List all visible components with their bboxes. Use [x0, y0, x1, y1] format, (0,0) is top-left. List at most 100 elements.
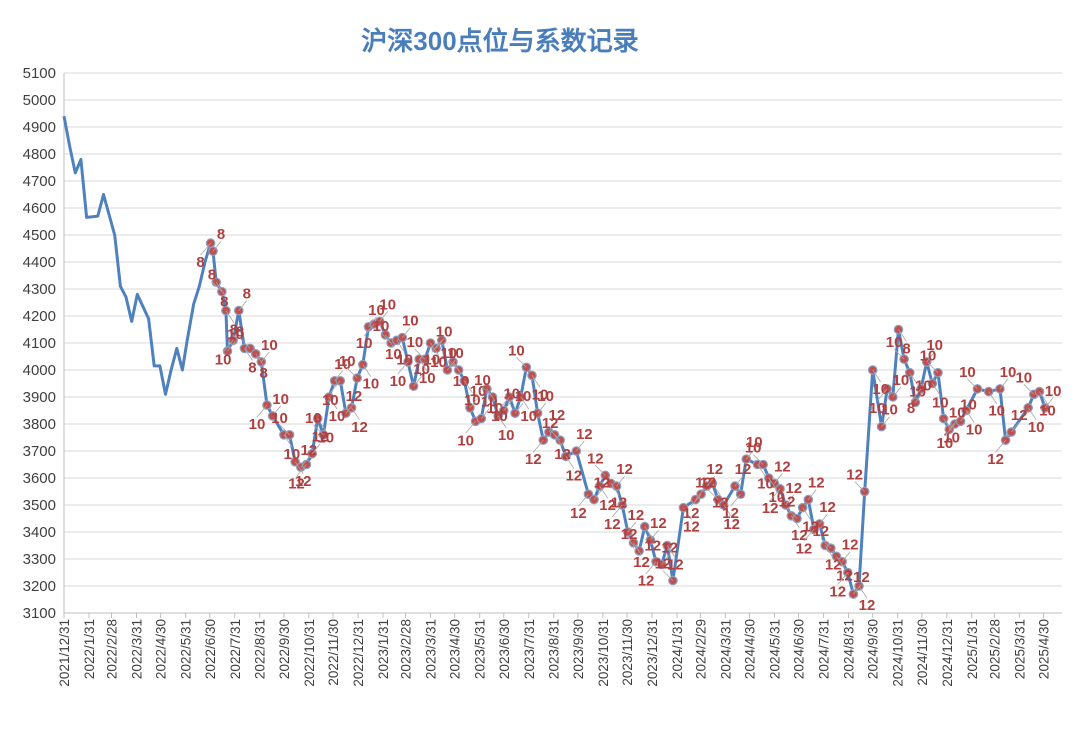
x-tick-label: 2024/1/31: [670, 619, 685, 679]
y-tick-label: 3900: [23, 389, 56, 406]
data-label: 10: [1000, 364, 1017, 381]
label-leader: [915, 392, 924, 403]
series-group: [62, 115, 1047, 596]
data-label: 8: [196, 254, 204, 271]
label-leader: [610, 483, 620, 496]
data-label: 12: [785, 480, 802, 497]
y-tick-label: 3400: [23, 524, 56, 541]
label-leader: [645, 561, 657, 574]
data-label: 10: [261, 337, 278, 354]
data-label: 10: [960, 396, 977, 413]
label-leader: [565, 456, 575, 469]
data-label: 10: [317, 430, 334, 447]
x-tick-label: 2025/4/30: [1036, 619, 1051, 679]
data-label: 12: [723, 516, 740, 533]
label-leader: [516, 357, 527, 368]
label-leader: [858, 585, 868, 599]
data-label: 12: [570, 505, 587, 522]
label-leader: [368, 316, 377, 328]
label-leader: [549, 429, 561, 441]
label-leader: [820, 537, 832, 549]
data-label: 10: [249, 416, 266, 433]
label-leader: [239, 338, 251, 349]
label-leader: [514, 402, 524, 414]
label-leader: [225, 310, 235, 323]
data-label: 12: [594, 475, 611, 492]
label-leader: [627, 521, 637, 533]
y-tick-label: 4400: [23, 254, 56, 271]
data-label: 12: [644, 538, 661, 555]
data-label: 10: [423, 351, 440, 368]
data-label: 10: [329, 408, 346, 425]
x-tick-label: 2024/8/31: [842, 619, 857, 679]
y-axis-ticks: 3100 3200 3300 3400 3500 3600 3700 3800 3900 4000…: [23, 65, 56, 622]
x-tick-label: 2022/4/30: [154, 619, 169, 679]
data-label: 10: [959, 364, 976, 381]
label-leader: [362, 364, 372, 377]
data-label: 12: [791, 527, 808, 544]
data-label: 10: [893, 372, 910, 389]
data-label: 12: [554, 446, 571, 463]
label-leader: [730, 493, 741, 507]
data-label: 10: [515, 388, 532, 405]
label-leader: [707, 489, 719, 500]
data-label: 12: [779, 494, 796, 511]
x-tick-label: 2024/12/31: [940, 619, 955, 687]
label-leader: [599, 485, 608, 499]
label-leader: [995, 439, 1006, 453]
label-leader: [1039, 391, 1048, 404]
label-leader: [520, 396, 530, 410]
data-label: 8: [907, 400, 915, 417]
data-label: 10: [396, 351, 413, 368]
x-tick-label: 2022/3/31: [129, 619, 144, 679]
x-tick-label: 2022/11/30: [326, 619, 341, 686]
y-tick-label: 3800: [23, 416, 56, 433]
data-label: 12: [587, 450, 604, 467]
label-leader: [575, 440, 585, 452]
label-leader: [311, 443, 321, 454]
data-label: 10: [470, 383, 487, 400]
data-label: 10: [881, 402, 898, 419]
data-label: 10: [419, 370, 436, 387]
data-label: 12: [621, 526, 638, 543]
data-label: 12: [722, 505, 739, 522]
label-leader: [1027, 407, 1037, 421]
x-tick-label: 2022/8/31: [253, 619, 268, 679]
data-label: 12: [846, 467, 863, 484]
data-label: 12: [812, 523, 829, 540]
x-tick-label: 2023/2/28: [399, 619, 414, 679]
data-label: 12: [987, 451, 1004, 468]
data-label: 12: [295, 473, 312, 490]
data-label: 12: [808, 475, 825, 492]
data-label: 10: [498, 427, 515, 444]
data-label: 10: [457, 432, 474, 449]
data-label: 8: [243, 286, 251, 303]
data-label: 12: [700, 475, 717, 492]
x-tick-label: 2022/12/31: [351, 619, 366, 687]
label-leader: [819, 513, 828, 525]
data-label: 12: [735, 461, 752, 478]
data-label: 10: [385, 346, 402, 363]
label-leader: [841, 551, 851, 562]
label-leader: [768, 477, 778, 491]
data-label: 8: [902, 341, 910, 358]
data-label: 12: [599, 497, 616, 514]
data-label: 12: [627, 507, 644, 524]
label-leader: [531, 375, 541, 388]
x-tick-label: 2022/9/30: [277, 619, 292, 679]
label-leader: [397, 361, 409, 375]
label-leader: [734, 475, 744, 487]
data-label: 10: [339, 353, 356, 370]
data-label: 10: [491, 408, 508, 425]
label-leader: [786, 508, 798, 519]
data-label: 12: [661, 539, 678, 556]
data-label: 10: [909, 384, 926, 401]
x-tick-label: 2023/11/30: [620, 619, 635, 686]
y-tick-label: 4600: [23, 200, 56, 217]
x-tick-label: 2022/5/31: [179, 619, 194, 679]
label-leader: [769, 488, 781, 502]
x-tick-label: 2024/9/30: [866, 619, 881, 679]
data-label: 12: [542, 415, 559, 432]
